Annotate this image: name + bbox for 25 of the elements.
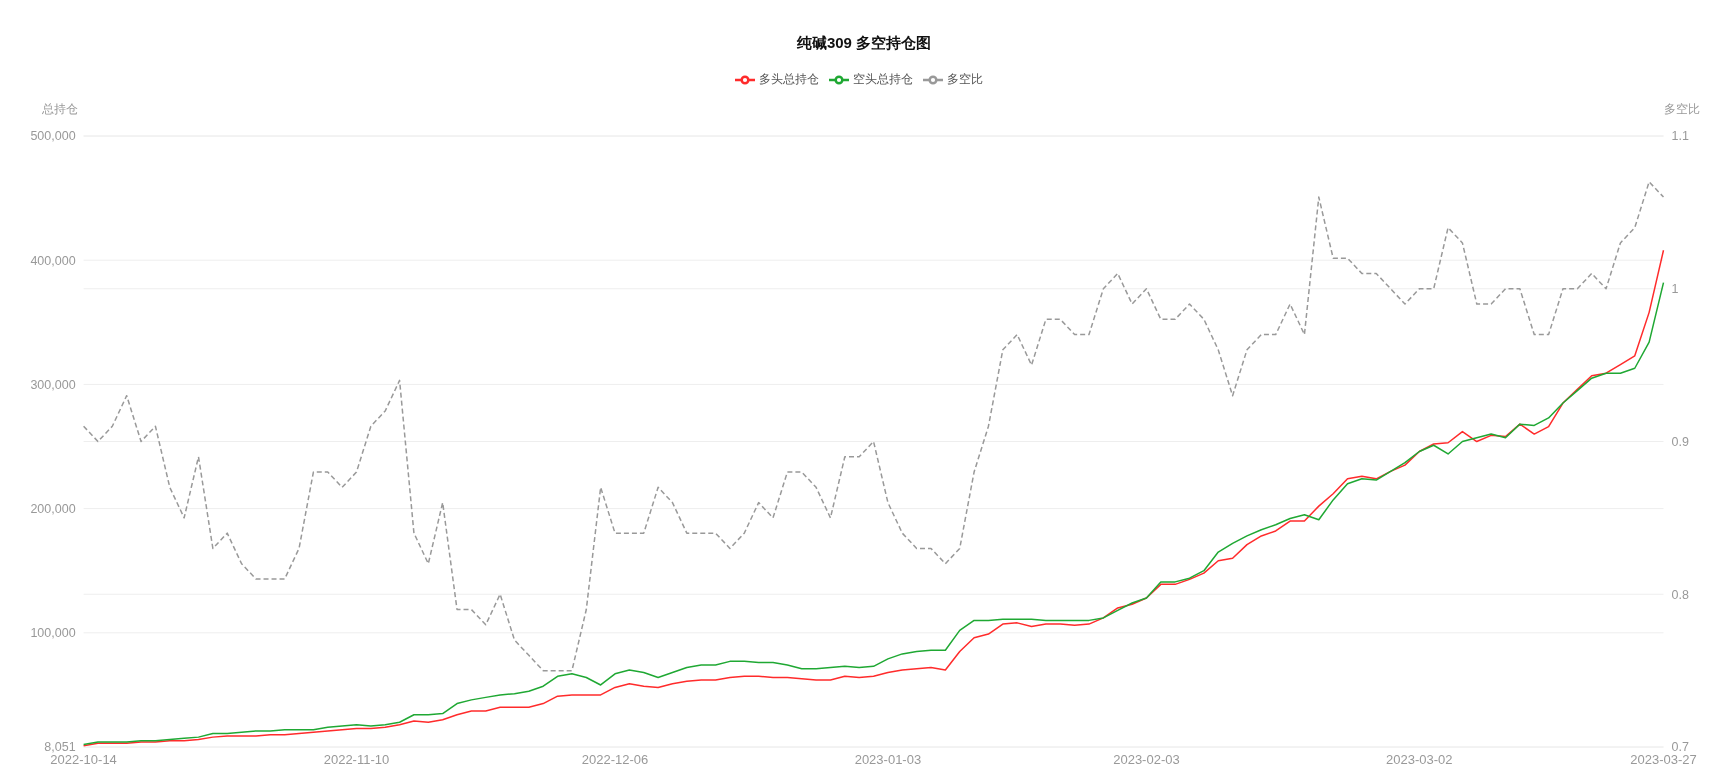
y2-axis-title: 多空比 [1664,102,1700,116]
y-tick-label: 8,051 [44,740,76,755]
y2-tick-label: 1.1 [1671,129,1689,144]
y2-tick-label: 0.8 [1671,587,1689,602]
legend-label: 多头总持仓 [759,72,819,87]
x-tick-label: 2023-02-03 [1113,752,1180,768]
y-tick-label: 400,000 [30,253,76,268]
x-tick-label: 2022-10-14 [50,752,117,768]
y-tick-label: 200,000 [30,502,76,517]
x-tick-label: 2022-12-06 [581,752,649,768]
legend-label: 多空比 [947,72,983,87]
x-tick-label: 2023-03-02 [1386,752,1453,768]
y-tick-label: 100,000 [30,626,76,641]
x-tick-label: 2022-11-10 [323,752,390,768]
chart-title: 纯碱309 多空持仓图 [796,34,932,51]
y-tick-label: 500,000 [30,129,76,144]
y-axis-title: 总持仓 [42,102,78,116]
x-tick-label: 2023-01-03 [854,752,922,768]
y2-tick-label: 0.9 [1671,434,1689,449]
line-series [82,181,1665,672]
y2-tick-label: 0.7 [1671,740,1689,755]
y2-tick-label: 1 [1671,282,1679,297]
y-tick-label: 300,000 [30,377,76,392]
legend-label: 空头总持仓 [853,72,913,87]
x-tick-label: 2023-03-27 [1630,752,1697,768]
